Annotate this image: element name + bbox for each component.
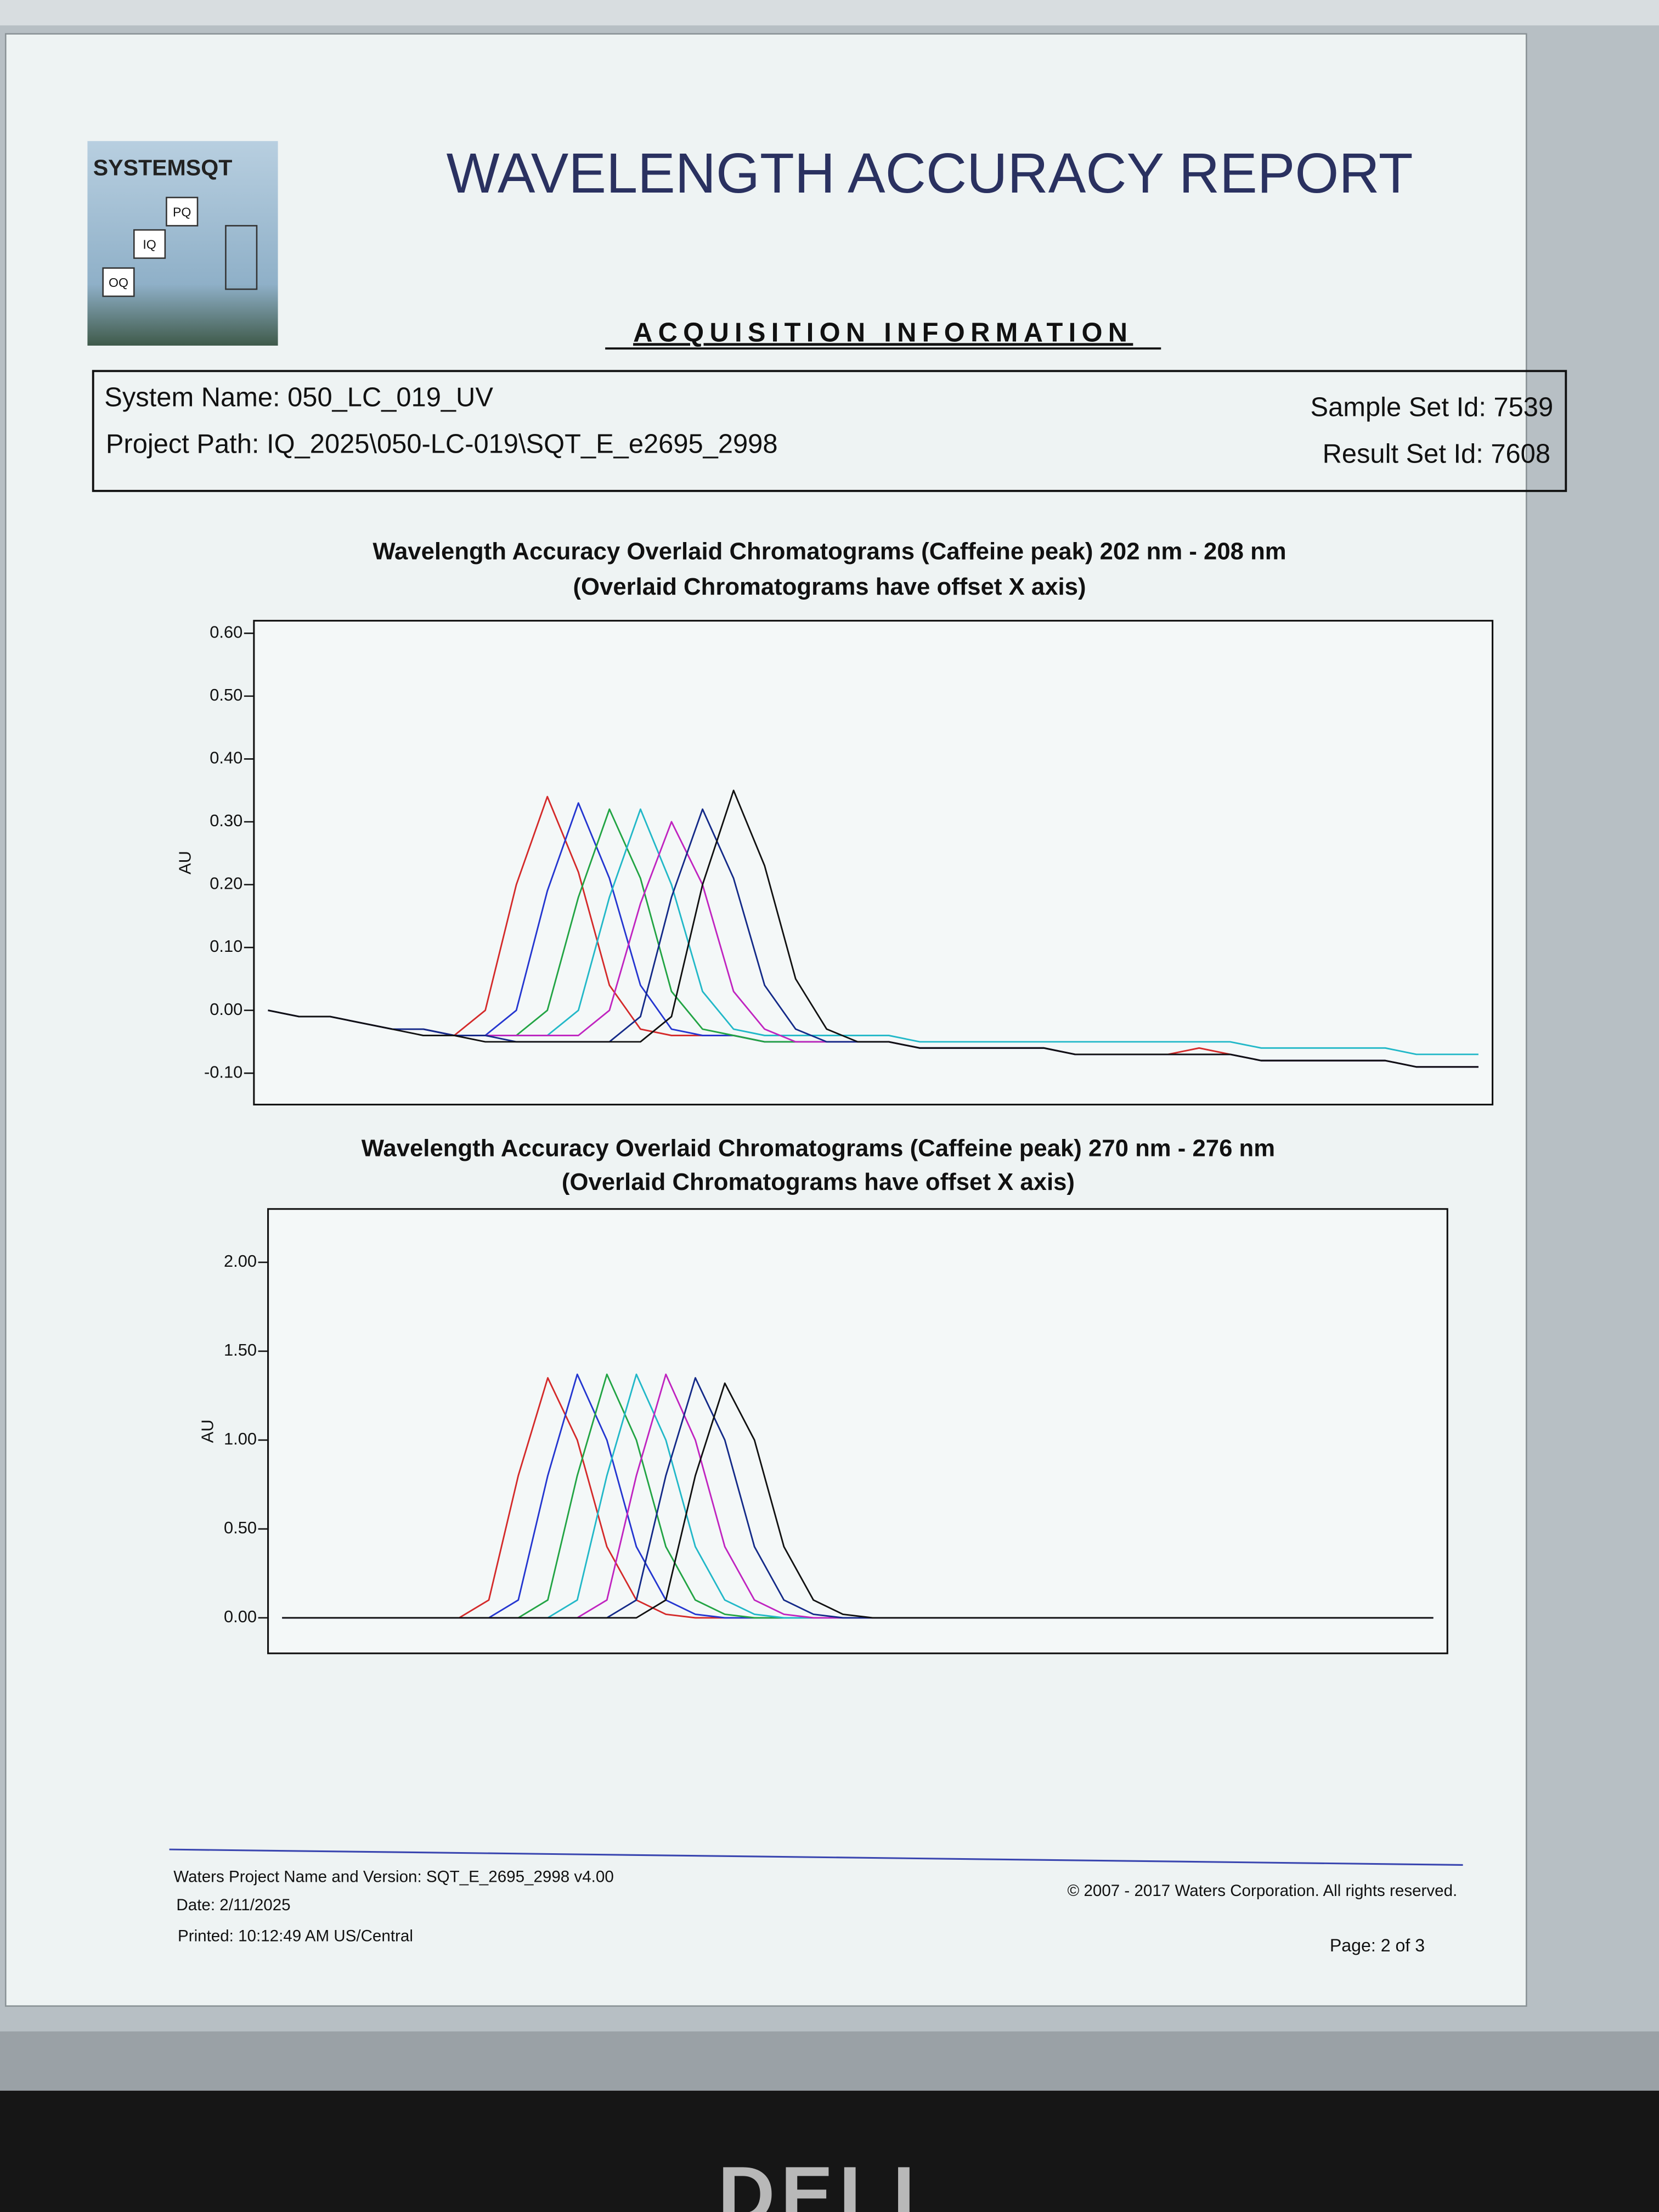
y-tick-label: 0.10 [210,936,242,956]
y-tick-label: -0.10 [204,1062,242,1081]
project-path: Project Path: IQ_2025\050-LC-019\SQT_E_e… [106,429,778,459]
monitor-brand: DELL [718,2150,947,2212]
logo-icon [133,229,166,259]
sample-set-id: Sample Set Id: 7539 [1311,393,1554,422]
y-tick-label: 1.50 [224,1340,257,1359]
footer-printed: Printed: 10:12:49 AM US/Central [178,1927,413,1945]
plot-frame [267,1208,1448,1655]
logo-icon [102,267,135,297]
y-tick-label: 0.50 [224,1518,257,1537]
y-tick-label: 0.40 [210,748,242,768]
monitor-bezel [0,2090,1659,2212]
y-tick-label: 0.50 [210,685,242,704]
logo-box [87,141,278,346]
y-tick-label: 2.00 [224,1251,257,1271]
footer-page: Page: 2 of 3 [1330,1936,1425,1955]
logo-icon-label: OQ [109,275,128,290]
acquisition-box [92,370,1567,492]
chart-subtitle: (Overlaid Chromatograms have offset X ax… [562,1169,1075,1195]
logo-icon [166,196,199,227]
y-tick-label: 0.30 [210,811,242,830]
y-axis-label: AU [176,851,195,874]
system-name: System Name: 050_LC_019_UV [104,383,493,413]
y-tick-label: 0.60 [210,622,242,641]
plot-frame [253,619,1494,1105]
logo-instrument [225,225,258,290]
y-axis-label: AU [198,1419,217,1443]
y-tick-label: 0.00 [224,1607,257,1626]
section-heading: ACQUISITION INFORMATION [633,318,1133,347]
footer-project: Waters Project Name and Version: SQT_E_2… [173,1867,613,1886]
chromatogram-line [282,1382,1434,1619]
chromatogram-line [268,789,1479,1068]
chart-title: Wavelength Accuracy Overlaid Chromatogra… [373,538,1286,565]
y-tick-label: 0.20 [210,874,242,893]
screen-bottom [0,2031,1659,2095]
window-top [0,0,1659,26]
y-tick-label: 1.00 [224,1429,257,1448]
chart-subtitle: (Overlaid Chromatograms have offset X ax… [573,573,1086,600]
result-set-id: Result Set Id: 7608 [1323,439,1550,469]
logo-icon-label: PQ [173,205,191,219]
logo-icon-label: IQ [143,238,156,252]
footer-rule [169,1848,1463,1866]
logo-text: SYSTEMSQT [93,155,233,180]
y-tick-label: 0.00 [210,1000,242,1019]
chart-title: Wavelength Accuracy Overlaid Chromatogra… [362,1135,1275,1161]
footer-copyright: © 2007 - 2017 Waters Corporation. All ri… [1067,1882,1457,1900]
footer-date: Date: 2/11/2025 [176,1896,290,1914]
report-title: WAVELENGTH ACCURACY REPORT [447,142,1413,205]
